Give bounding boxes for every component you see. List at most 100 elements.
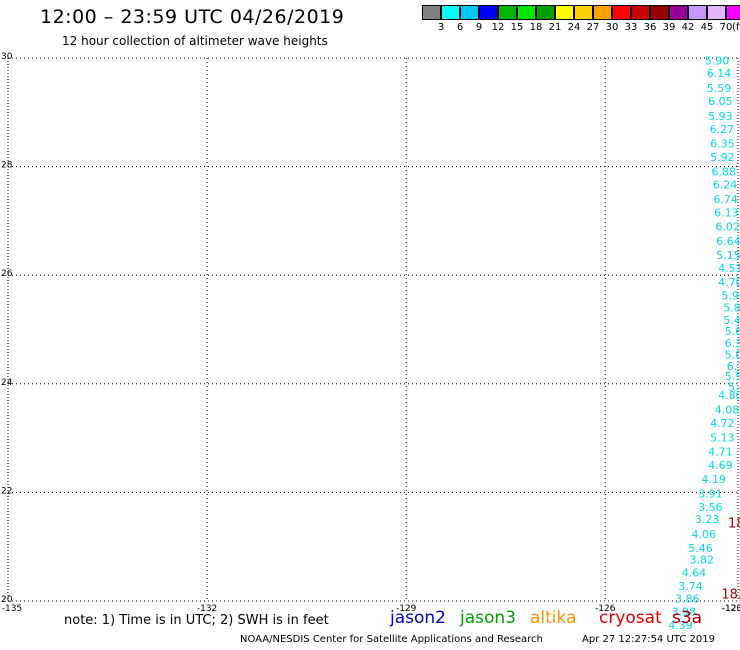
track-number-label: 1823	[728, 517, 740, 532]
wave-height-label: 5.15	[716, 249, 740, 262]
legend-swatch	[707, 5, 726, 20]
wave-height-label: 5.07	[725, 348, 740, 361]
wave-height-label: 3.91	[698, 487, 723, 500]
wave-height-label: 6.88	[711, 165, 736, 178]
legend-swatch	[517, 5, 536, 20]
longitude-tick-label: -132	[197, 604, 217, 614]
legend-swatch	[669, 5, 688, 20]
wave-height-label: 5.86	[723, 302, 740, 315]
wave-height-label: 3.98	[672, 606, 697, 619]
satellite-cryosat-label: cryosat	[599, 608, 662, 628]
longitude-tick-label: -120	[722, 604, 740, 614]
wave-height-label: 5.66	[725, 325, 740, 338]
wave-height-label: 5.47	[723, 314, 740, 327]
legend-swatch	[688, 5, 707, 20]
wave-height-label: 4.72	[710, 417, 735, 430]
legend-swatch	[441, 5, 460, 20]
wave-height-label: 6.27	[709, 123, 734, 136]
wave-height-label: 3.56	[698, 501, 723, 514]
legend-swatch	[498, 5, 517, 20]
legend-label: 24	[567, 22, 581, 33]
wave-height-label: 3.82	[690, 554, 715, 567]
wave-height-label: 4.71	[708, 445, 733, 458]
wave-height-label: 4.69	[708, 459, 733, 472]
page-title: 12:00 – 23:59 UTC 04/26/2019	[40, 6, 345, 28]
footer-credit: NOAA/NESDIS Center for Satellite Applica…	[240, 634, 543, 645]
wave-height-label: 3.23	[695, 513, 720, 526]
legend-swatch	[593, 5, 612, 20]
wave-height-label: 5.93	[708, 110, 733, 123]
legend-label: 70	[719, 22, 733, 33]
legend-label: 15	[510, 22, 524, 33]
legend-swatch	[555, 5, 574, 20]
legend-label: 36	[643, 22, 657, 33]
legend-label: 6	[456, 22, 464, 33]
legend-swatch	[631, 5, 650, 20]
latitude-tick-label: 24	[1, 378, 13, 388]
satellite-altika-label: altika	[530, 608, 577, 628]
wave-height-label: 4.19	[702, 473, 727, 486]
legend-label: 27	[586, 22, 600, 33]
legend-label: 42	[681, 22, 695, 33]
wave-height-label: 4.64	[682, 567, 707, 580]
wave-height-label: 6.39	[725, 337, 740, 350]
legend-label: 21	[548, 22, 562, 33]
latitude-tick-label: 30	[1, 52, 13, 62]
wave-height-label: 5.46	[688, 542, 713, 555]
wave-height-label: 6.30	[727, 360, 740, 373]
wave-height-label: 4.80	[718, 389, 740, 402]
legend-swatch	[574, 5, 593, 20]
footer-timestamp: Apr 27 12:27:54 UTC 2019	[582, 634, 715, 645]
legend-label: 33	[624, 22, 638, 33]
track-number-label: 1824	[721, 587, 740, 602]
wave-height-label: 6.05	[708, 95, 733, 108]
legend-label: 12	[491, 22, 505, 33]
wave-height-label: 6.64	[716, 235, 740, 248]
wave-height-label: 5.13	[710, 431, 735, 444]
wave-height-label: 5.48	[728, 380, 740, 393]
wave-height-label: 5.59	[707, 82, 732, 95]
wave-height-label: 6.13	[714, 207, 739, 220]
wave-height-label: 4.08	[715, 404, 740, 417]
latitude-tick-label: 22	[1, 486, 12, 496]
wave-height-label: 3.86	[675, 593, 700, 606]
wave-height-label: 4.51	[718, 262, 740, 275]
satellite-s3a-label: s3a	[672, 608, 703, 628]
legend-swatch	[422, 5, 441, 20]
legend-label: 39	[662, 22, 676, 33]
legend-swatch	[650, 5, 669, 20]
wave-height-label: 4.39	[668, 619, 693, 632]
satellite-jason2-label: jason2	[390, 608, 446, 628]
wave-height-label: 3.74	[678, 580, 703, 593]
longitude-tick-label: -135	[2, 604, 22, 614]
wave-height-label: 5.92	[710, 151, 735, 164]
legend-swatch	[536, 5, 555, 20]
latitude-tick-label: 28	[1, 161, 13, 171]
legend-swatch	[460, 5, 479, 20]
longitude-tick-label: -126	[595, 604, 616, 614]
legend-label: 9	[475, 22, 483, 33]
units-note: note: 1) Time is in UTC; 2) SWH is in fe…	[64, 613, 329, 628]
wave-height-label: 6.35	[710, 138, 735, 151]
longitude-tick-label: -129	[396, 604, 417, 614]
wave-height-label: 6.74	[713, 193, 738, 206]
satellite-jason3-label: jason3	[460, 608, 516, 628]
legend-label: 18	[529, 22, 543, 33]
wave-height-label: 5.90	[705, 55, 730, 68]
wave-height-label: 6.02	[715, 221, 740, 234]
page-subtitle: 12 hour collection of altimeter wave hei…	[62, 34, 328, 48]
wave-height-label: 6.14	[707, 67, 732, 80]
legend-unit-label: (ft)	[732, 22, 740, 33]
wave-height-label: 5.57	[725, 370, 740, 383]
wave-height-label: 6.24	[713, 178, 738, 191]
legend-swatch	[479, 5, 498, 20]
legend-label: 45	[700, 22, 714, 33]
latitude-tick-label: 26	[1, 269, 13, 279]
latitude-tick-label: 20	[1, 595, 13, 605]
wave-height-label: 4.70	[718, 276, 740, 289]
wave-height-label: 4.06	[692, 528, 717, 541]
legend-swatch	[726, 5, 740, 20]
longitude-tick-label: -123	[722, 604, 740, 614]
